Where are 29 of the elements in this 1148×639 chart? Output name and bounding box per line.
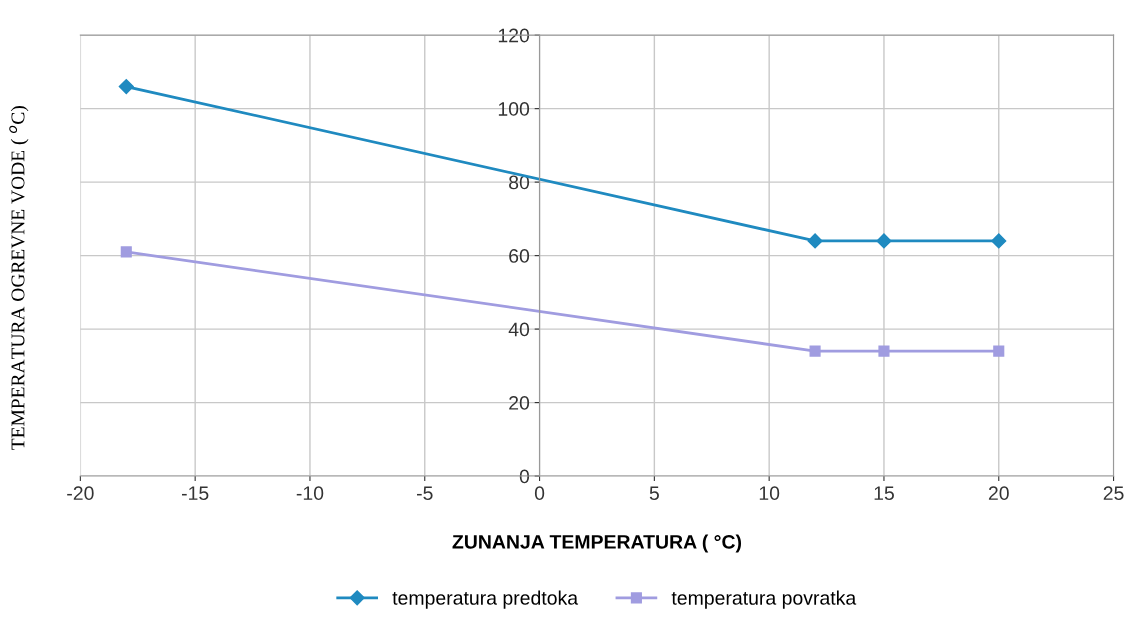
x-tick-label: -15 [181, 486, 209, 501]
legend-label: temperatura povratka [671, 590, 857, 609]
point [807, 233, 823, 249]
x-tick-label: 10 [759, 486, 780, 501]
y-tick-label: 100 [498, 102, 530, 116]
x-tick-label: -5 [416, 486, 433, 501]
x-tick-label: -10 [296, 486, 324, 501]
y-tick-label: 60 [509, 249, 530, 263]
point [120, 246, 132, 258]
legend-label: temperatura predtoka [392, 590, 579, 609]
x-tick-label: 20 [988, 486, 1009, 501]
x-tick-label: 5 [649, 486, 659, 501]
x-tick-label: 0 [534, 486, 545, 501]
point [118, 79, 134, 95]
x-tick-label: -20 [67, 486, 94, 501]
x-axis-title: ZUNANJA TEMPERATURA ( °C) [452, 534, 742, 553]
point [876, 233, 892, 249]
y-tick-label: 0 [519, 469, 530, 484]
y-axis-title: TEMPERATURA OGREVNE VODE ( $^{o}$C) [9, 106, 29, 450]
x-tick-label: 15 [874, 486, 894, 501]
y-tick-label: 120 [498, 28, 530, 43]
point [991, 233, 1007, 249]
point [993, 345, 1005, 357]
point [809, 345, 821, 357]
y-tick-label: 40 [508, 322, 530, 337]
x-tick-label: 25 [1103, 486, 1124, 501]
point [878, 345, 890, 357]
y-tick-label: 80 [509, 175, 530, 190]
y-tick-label: 20 [509, 396, 530, 410]
